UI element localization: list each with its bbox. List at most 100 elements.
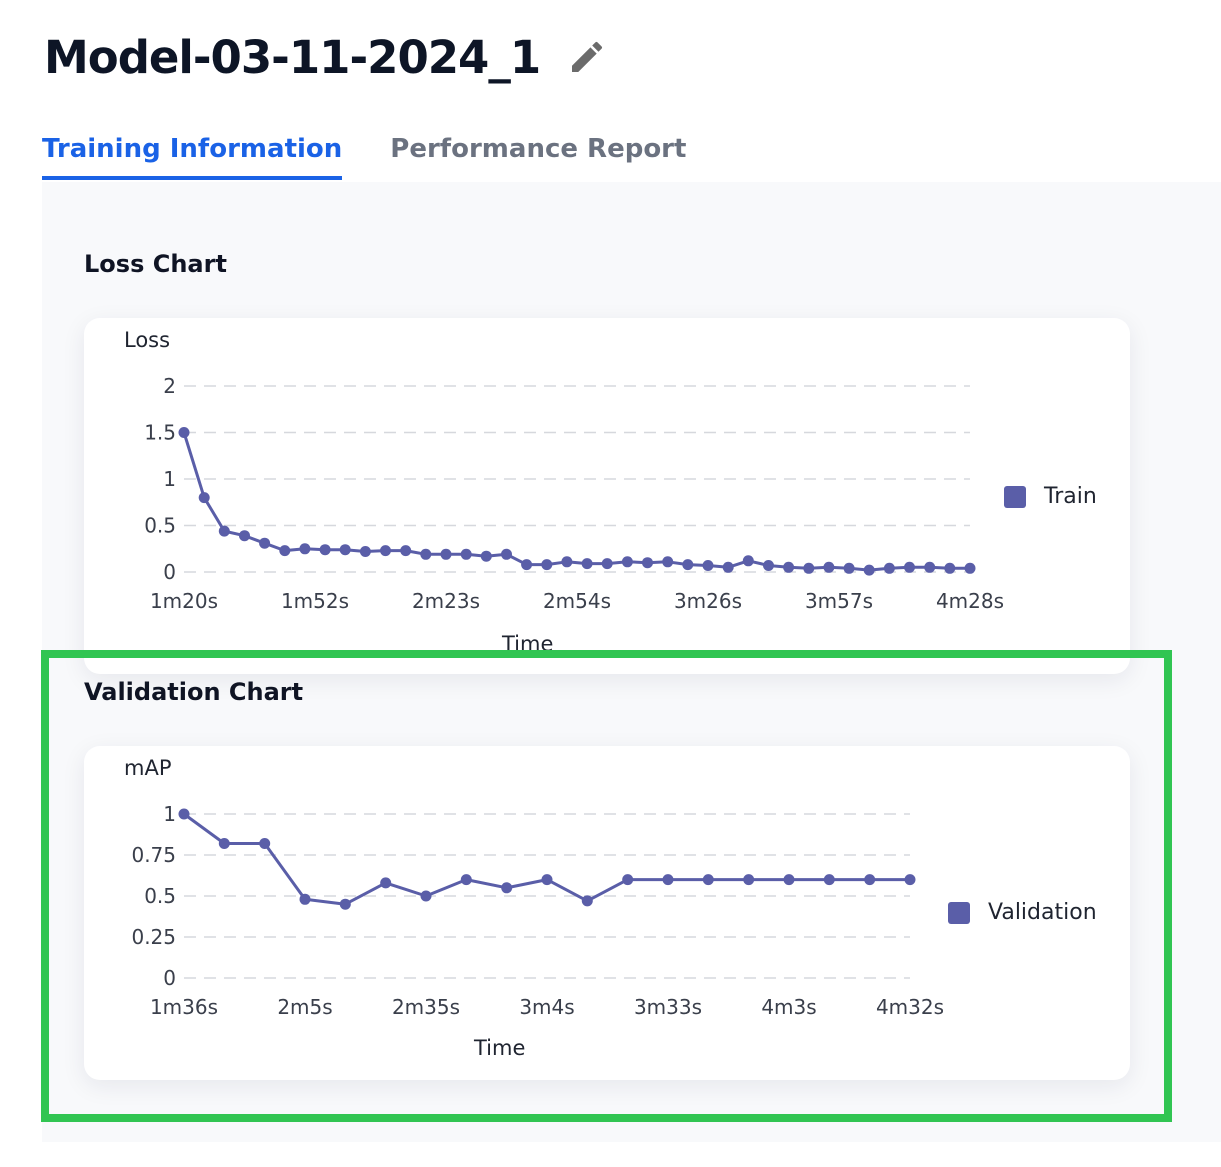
data-point [178,427,190,438]
data-point [279,545,291,557]
data-point [420,890,432,902]
y-tick-label: 0 [163,966,176,990]
data-point [541,559,553,571]
y-tick-label: 0.5 [144,514,176,538]
y-tick-label: 1.5 [144,421,176,445]
x-tick-label: 3m33s [634,995,702,1019]
data-point [218,838,230,849]
x-tick-label: 4m32s [876,995,944,1019]
data-point [259,537,271,549]
y-tick-label: 0.75 [131,843,176,867]
data-point [783,874,795,886]
data-point [823,561,835,573]
data-point [319,544,331,556]
y-tick-label: 0.5 [144,884,176,908]
data-point [521,559,533,571]
data-point [561,556,573,568]
data-point [359,546,371,557]
data-point [863,564,875,576]
data-point [823,874,835,886]
edit-title-button[interactable] [566,36,608,78]
loss-chart-svg: 2 1.5 1 0.5 0 1m20s 1m52s 2m23s 2m54s 3m26s 3m57s 4… [144,374,1004,613]
series-line [182,432,970,572]
loss-x-axis-label: Time [502,632,554,656]
x-tick-label: 3m57s [805,589,873,613]
data-point [743,874,755,886]
legend-label: Train [1044,484,1097,509]
data-point [501,548,512,560]
data-point [702,874,714,886]
data-point [763,560,774,571]
data-point [501,882,513,894]
data-point [581,895,593,907]
data-point [460,874,472,886]
data-point [299,893,311,905]
data-point [601,558,613,570]
data-point [339,544,351,556]
data-point [904,561,915,573]
x-tick-label: 3m26s [674,589,742,613]
data-point [581,558,593,570]
loss-legend-item[interactable]: Train [1004,484,1097,509]
loss-y-axis-label: Loss [124,328,171,352]
data-point [883,562,895,574]
x-tick-label: 1m36s [150,995,218,1019]
x-tick-label: 4m28s [936,589,1004,613]
data-point [400,545,412,557]
validation-y-axis-label: mAP [124,756,172,780]
y-tick-label: 2 [163,374,176,398]
pencil-icon [572,41,603,72]
tab-performance-report[interactable]: Performance Report [390,134,687,164]
tab-training-information[interactable]: Training Information [42,128,343,180]
y-tick-label: 0.25 [131,925,176,949]
page-title: Model-03-11-2024_1 [44,30,541,84]
validation-chart-title: Validation Chart [84,678,304,706]
data-point [198,492,210,504]
validation-chart-svg: 1 0.75 0.5 0.25 0 1m36s 2m5s 2m35s 3m4s 3m33s 4m3s… [131,802,944,1019]
legend-label: Validation [988,900,1097,925]
data-point [380,877,392,889]
data-point [722,561,734,573]
data-point [460,548,472,560]
data-point [440,548,452,560]
data-point [843,562,855,574]
tab-bar: Training Information Performance Report [42,128,734,180]
data-point [621,556,633,568]
loss-chart-title: Loss Chart [84,250,227,278]
data-point [702,560,714,571]
data-point [904,874,916,886]
x-tick-label: 1m52s [281,589,349,613]
x-tick-label: 1m20s [150,589,218,613]
data-point [783,561,795,573]
y-tick-label: 1 [163,467,176,491]
data-point [864,874,876,886]
data-point [541,874,553,886]
data-point [944,562,956,574]
y-tick-label: 1 [163,802,176,826]
data-point [662,556,674,568]
y-tick-label: 0 [163,560,176,584]
x-tick-label: 2m23s [412,589,480,613]
x-tick-label: 2m54s [543,589,611,613]
loss-chart-card: Loss 2 1.5 1 0.5 0 1m20s 1m52s 2m23s 2m54s 3m26s 3… [84,318,1130,674]
data-point [642,557,653,569]
data-point [622,874,634,886]
data-point [964,562,976,574]
validation-x-axis-label: Time [474,1036,526,1060]
data-point [178,808,190,820]
data-point [742,555,754,567]
data-point [259,838,271,849]
validation-legend-item[interactable]: Validation [948,900,1097,925]
data-point [803,562,815,574]
tab-content-panel: Loss Chart Loss 2 1.5 1 0.5 0 1m20s 1m52s 2m23s… [42,182,1221,1142]
data-point [480,550,492,562]
x-tick-label: 2m35s [392,995,460,1019]
x-tick-label: 2m5s [277,995,332,1019]
legend-swatch [948,901,970,924]
data-point [924,561,936,573]
series-line [183,812,910,906]
data-point [239,530,250,542]
data-point [420,548,432,560]
data-point [299,543,311,555]
data-point [218,525,230,537]
